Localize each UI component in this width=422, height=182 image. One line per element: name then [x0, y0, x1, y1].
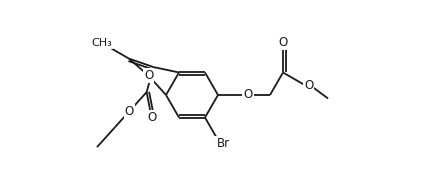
Text: O: O [124, 105, 134, 118]
Text: Br: Br [216, 136, 230, 150]
Text: O: O [144, 69, 153, 82]
Text: CH₃: CH₃ [92, 38, 113, 48]
Text: O: O [279, 36, 288, 49]
Text: O: O [243, 88, 253, 102]
Text: O: O [147, 111, 156, 124]
Text: O: O [304, 79, 313, 92]
